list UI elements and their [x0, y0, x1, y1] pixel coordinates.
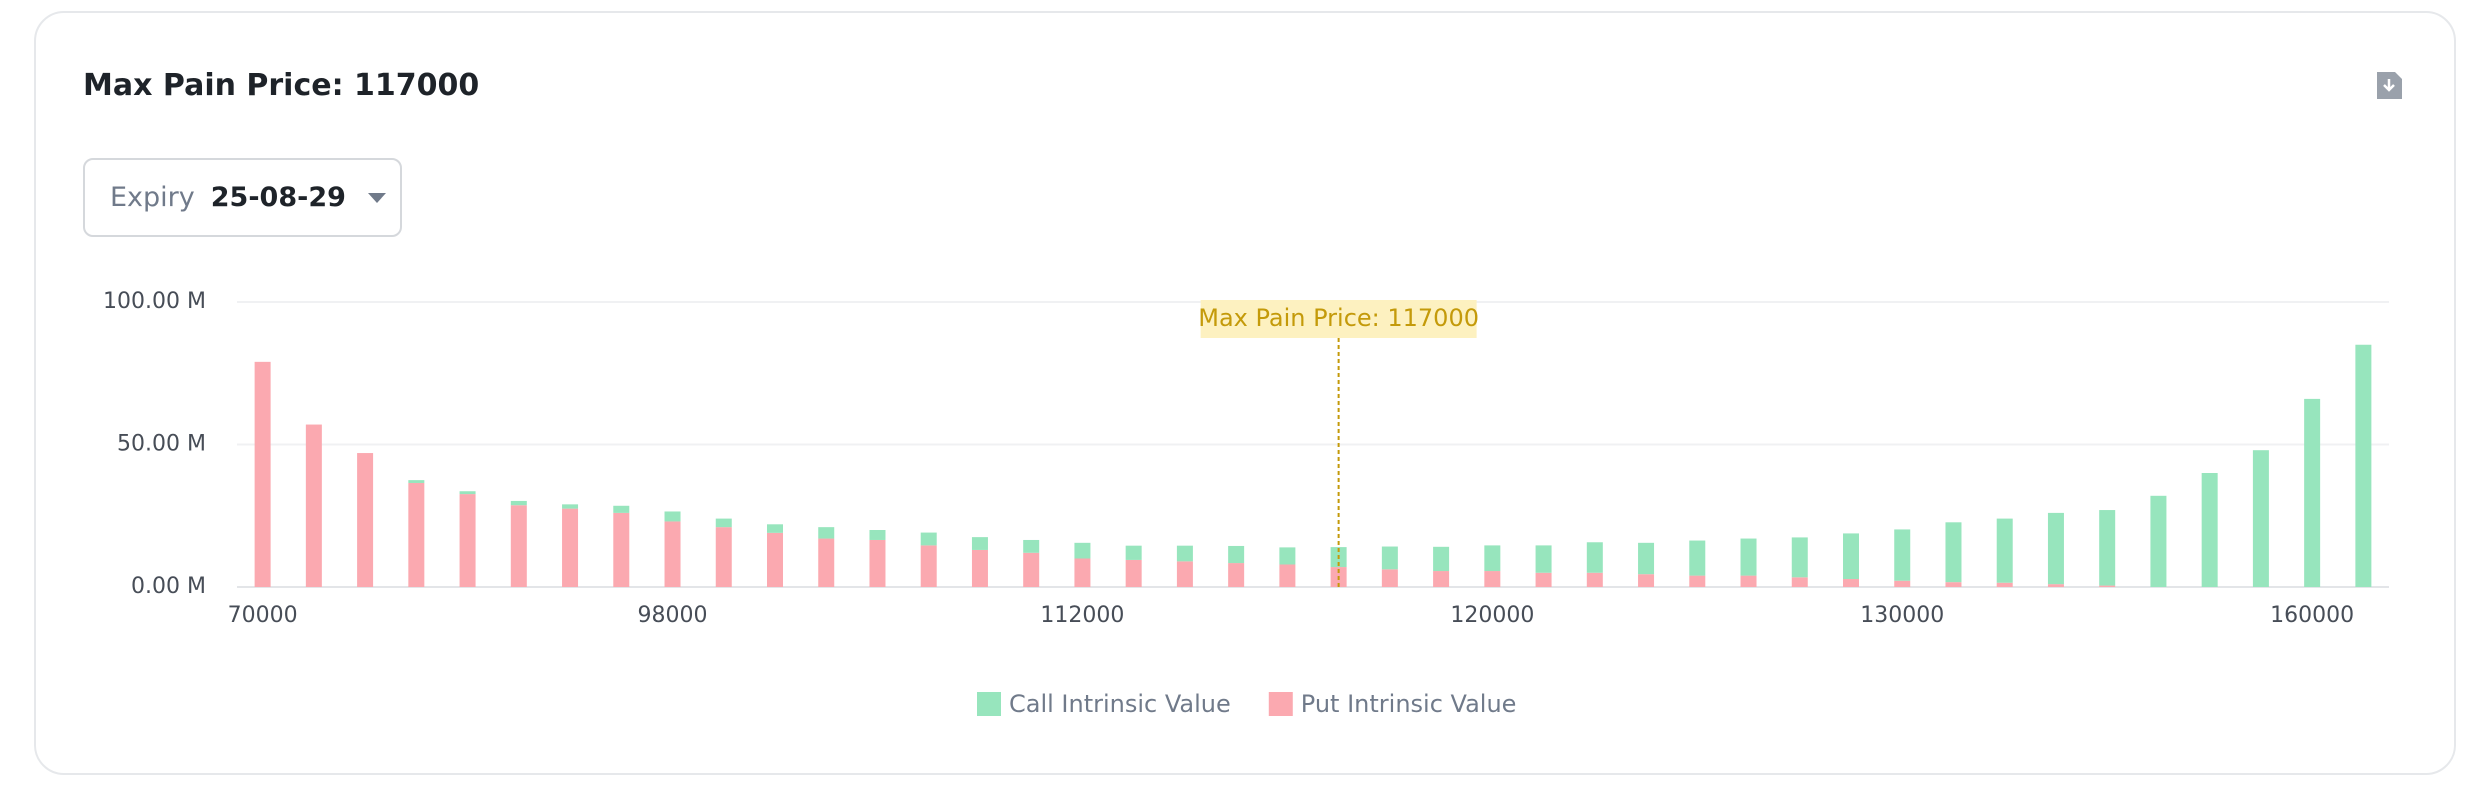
bar-segment — [767, 532, 783, 587]
bar-segment — [1945, 522, 1962, 583]
bar-segment — [664, 511, 681, 522]
download-icon[interactable] — [2377, 72, 2402, 99]
bar-segment — [1176, 545, 1193, 562]
bar-segment — [459, 491, 476, 495]
bar-segment — [1023, 539, 1040, 553]
bar-segment — [1228, 545, 1245, 564]
expiry-select[interactable]: Expiry 25-08-29 — [83, 158, 402, 237]
expiry-value: 25-08-29 — [210, 182, 346, 213]
bar-segment — [1433, 546, 1450, 572]
legend-label: Put Intrinsic Value — [1301, 690, 1517, 718]
bar-segment — [1996, 518, 2013, 583]
bar-segment — [2252, 450, 2269, 587]
expiry-label: Expiry — [110, 182, 195, 213]
bar-segment — [1894, 529, 1911, 581]
bar-segment — [254, 361, 271, 587]
bar-segment — [459, 494, 476, 587]
y-tick-label: 100.00 M — [103, 289, 206, 314]
bar-segment — [1791, 537, 1808, 578]
bar-segment — [818, 527, 835, 539]
bar-segment — [1843, 533, 1859, 580]
bar-segment — [818, 538, 835, 587]
x-tick-label: 98000 — [638, 603, 708, 628]
bar-segment — [1586, 572, 1603, 587]
bar-segment — [305, 424, 322, 587]
bar-segment — [715, 518, 732, 528]
bar-segment — [1894, 580, 1911, 587]
bar-segment — [1791, 577, 1808, 587]
bar-segment — [408, 482, 425, 587]
bar-segment — [2099, 510, 2116, 586]
bar-segment — [1381, 546, 1398, 570]
bar-segment — [1023, 552, 1040, 587]
bar-segment — [1279, 564, 1296, 587]
bar-segment — [1074, 542, 1091, 559]
bar-segment — [1638, 542, 1655, 575]
bar-segment — [715, 527, 732, 587]
bar-segment — [767, 524, 783, 533]
bar-segment — [869, 530, 886, 540]
bar-segment — [1740, 575, 1757, 587]
bar-segment — [1125, 559, 1142, 587]
bar-segment — [920, 545, 937, 587]
bar-segment — [1689, 575, 1706, 587]
legend-label: Call Intrinsic Value — [1009, 690, 1231, 718]
bar-segment — [1125, 545, 1142, 560]
bar-segment — [613, 512, 630, 587]
bar-segment — [920, 532, 937, 546]
bar-segment — [1074, 558, 1091, 587]
bar-segment — [1433, 571, 1450, 587]
bar-segment — [613, 505, 630, 513]
bar-segment — [1484, 545, 1501, 572]
bar-segment — [2355, 344, 2372, 587]
bar-segment — [1638, 574, 1655, 587]
bar-segment — [1381, 569, 1398, 587]
bar-segment — [1279, 547, 1296, 565]
bar-segment — [562, 508, 579, 587]
bar-segment — [1176, 561, 1193, 587]
bar-segment — [2304, 398, 2321, 587]
bar-segment — [1535, 545, 1552, 573]
y-tick-label: 50.00 M — [117, 432, 206, 457]
x-tick-label: 112000 — [1040, 603, 1124, 628]
bar-segment — [2047, 584, 2064, 587]
bar-segment — [664, 521, 681, 587]
bar-segment — [408, 480, 425, 483]
bar-segment — [2201, 473, 2218, 587]
bar-segment — [1996, 582, 2013, 587]
x-tick-label: 160000 — [2270, 603, 2354, 628]
annotation-box — [1200, 300, 1477, 338]
annotation-label: Max Pain Price: 117000 — [1198, 304, 1479, 332]
bar-segment — [971, 549, 988, 587]
bar-segment — [2150, 495, 2167, 587]
bar-segment — [869, 539, 886, 587]
bar-segment — [1228, 563, 1245, 587]
bar-segment — [1843, 579, 1859, 587]
y-tick-label: 0.00 M — [131, 574, 206, 599]
bar-segment — [1535, 572, 1552, 587]
bar-segment — [1484, 571, 1501, 587]
bar-segment — [562, 504, 579, 509]
bar-segment — [1586, 542, 1603, 573]
bar-segment — [2099, 585, 2116, 587]
legend-swatch — [977, 692, 1001, 716]
bar-segment — [510, 505, 527, 587]
title: Max Pain Price: 117000 — [83, 68, 480, 103]
card — [34, 11, 2456, 775]
x-tick-label: 130000 — [1860, 603, 1944, 628]
x-tick-label: 120000 — [1450, 603, 1534, 628]
bar-segment — [1740, 538, 1757, 576]
bar-segment — [2047, 512, 2064, 585]
bar-segment — [971, 537, 988, 550]
bar-segment — [357, 453, 374, 587]
bar-segment — [510, 500, 527, 506]
bar-segment — [1689, 540, 1706, 576]
caret-icon — [367, 192, 386, 203]
x-tick-label: 70000 — [228, 603, 298, 628]
bar-segment — [1945, 582, 1962, 587]
legend-swatch — [1268, 692, 1293, 716]
